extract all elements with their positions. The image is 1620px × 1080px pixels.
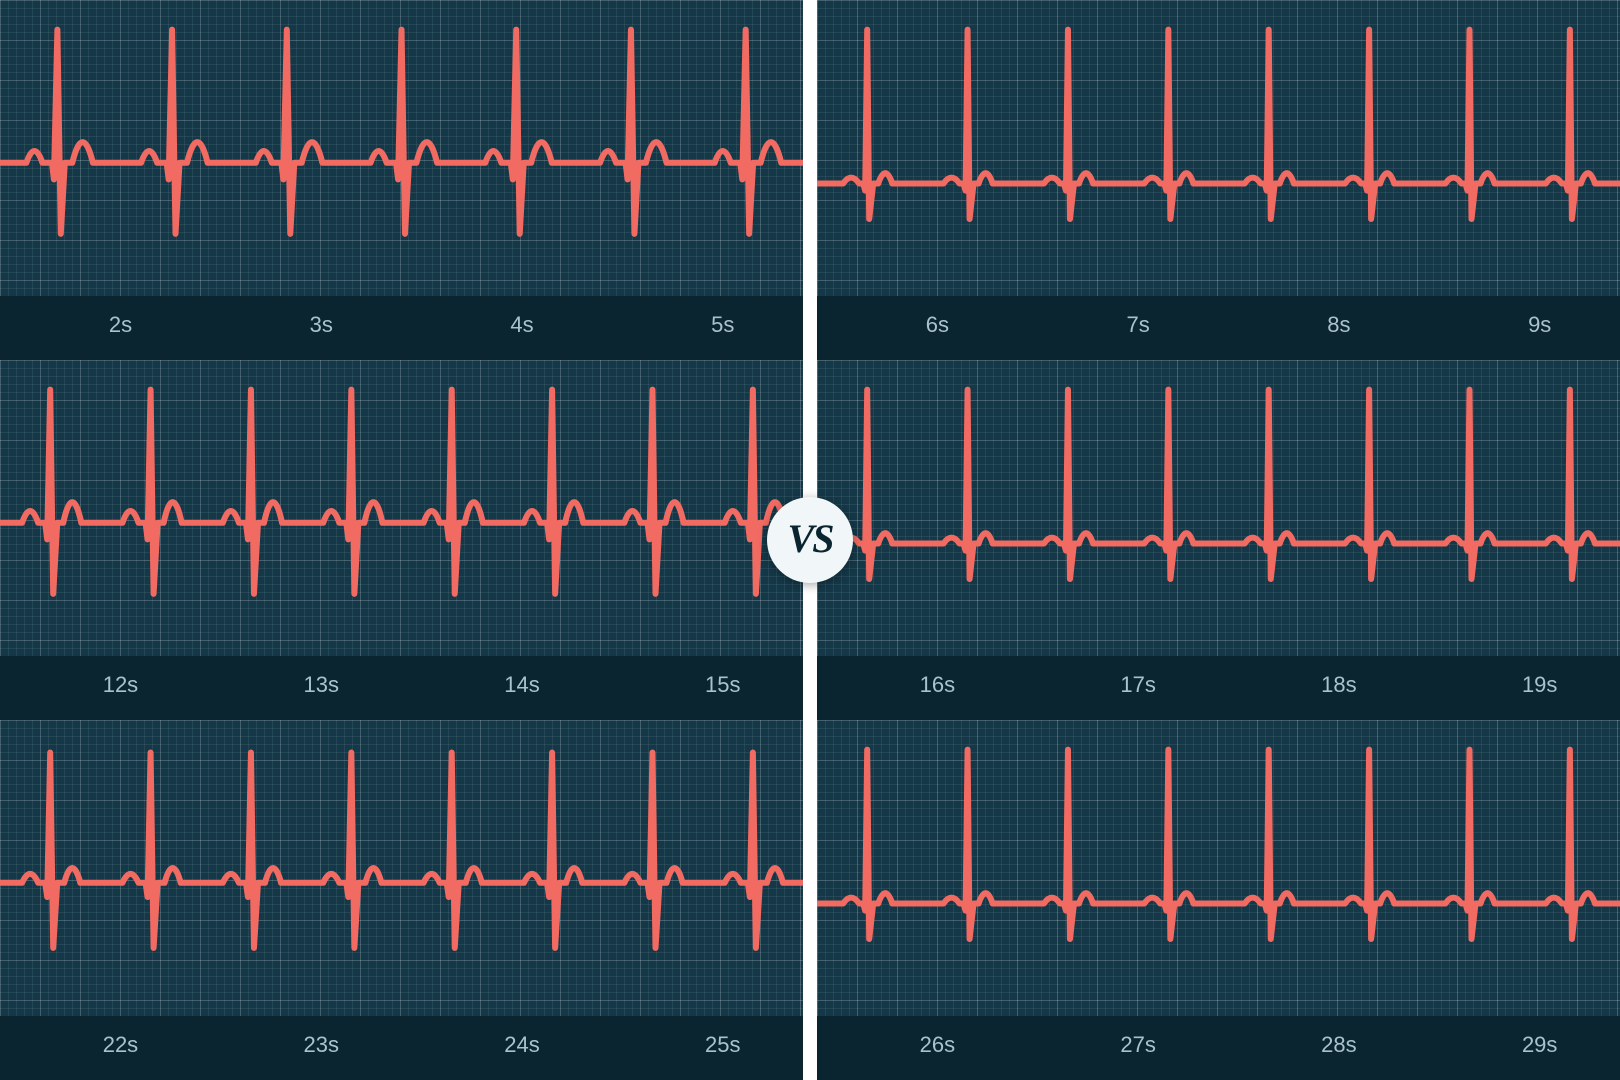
time-tick: 13s — [303, 672, 338, 698]
right-side: 6s 7s 8s 9s 16s 17s 18s 19s 26s 27 — [817, 0, 1620, 1080]
ecg-trace — [817, 360, 1620, 656]
time-tick: 28s — [1321, 1032, 1356, 1058]
ecg-chart — [0, 0, 803, 296]
ecg-row: 16s 17s 18s 19s — [817, 360, 1620, 720]
left-side: 2s 3s 4s 5s 12s 13s 14s 15s 22s 23 — [0, 0, 803, 1080]
ecg-chart — [0, 720, 803, 1016]
time-tick: 29s — [1522, 1032, 1557, 1058]
time-tick: 16s — [920, 672, 955, 698]
time-tick: 12s — [103, 672, 138, 698]
time-axis: 26s 27s 28s 29s — [817, 1016, 1620, 1080]
ecg-chart — [817, 720, 1620, 1016]
ecg-row: 2s 3s 4s 5s — [0, 0, 803, 360]
ecg-trace — [0, 720, 803, 1016]
time-axis: 6s 7s 8s 9s — [817, 296, 1620, 360]
time-axis: 2s 3s 4s 5s — [0, 296, 803, 360]
time-axis: 22s 23s 24s 25s — [0, 1016, 803, 1080]
time-tick: 15s — [705, 672, 740, 698]
ecg-trace — [817, 0, 1620, 296]
ecg-chart — [817, 360, 1620, 656]
time-tick: 8s — [1327, 312, 1350, 338]
time-tick: 17s — [1120, 672, 1155, 698]
time-tick: 27s — [1120, 1032, 1155, 1058]
time-axis: 12s 13s 14s 15s — [0, 656, 803, 720]
time-tick: 18s — [1321, 672, 1356, 698]
ecg-row: 12s 13s 14s 15s — [0, 360, 803, 720]
time-tick: 5s — [711, 312, 734, 338]
time-tick: 4s — [510, 312, 533, 338]
ecg-row: 6s 7s 8s 9s — [817, 0, 1620, 360]
ecg-trace — [817, 720, 1620, 1016]
ecg-trace — [0, 360, 803, 656]
ecg-row: 22s 23s 24s 25s — [0, 720, 803, 1080]
vs-badge-text: VS — [788, 515, 833, 562]
time-tick: 7s — [1127, 312, 1150, 338]
time-tick: 3s — [310, 312, 333, 338]
ecg-trace — [0, 0, 803, 296]
vs-badge: VS — [767, 497, 853, 583]
time-tick: 23s — [303, 1032, 338, 1058]
time-tick: 2s — [109, 312, 132, 338]
time-tick: 24s — [504, 1032, 539, 1058]
ecg-chart — [0, 360, 803, 656]
time-axis: 16s 17s 18s 19s — [817, 656, 1620, 720]
time-tick: 25s — [705, 1032, 740, 1058]
ecg-chart — [817, 0, 1620, 296]
time-tick: 6s — [926, 312, 949, 338]
time-tick: 9s — [1528, 312, 1551, 338]
time-tick: 26s — [920, 1032, 955, 1058]
time-tick: 14s — [504, 672, 539, 698]
time-tick: 19s — [1522, 672, 1557, 698]
ecg-comparison: 2s 3s 4s 5s 12s 13s 14s 15s 22s 23 — [0, 0, 1620, 1080]
time-tick: 22s — [103, 1032, 138, 1058]
ecg-row: 26s 27s 28s 29s — [817, 720, 1620, 1080]
